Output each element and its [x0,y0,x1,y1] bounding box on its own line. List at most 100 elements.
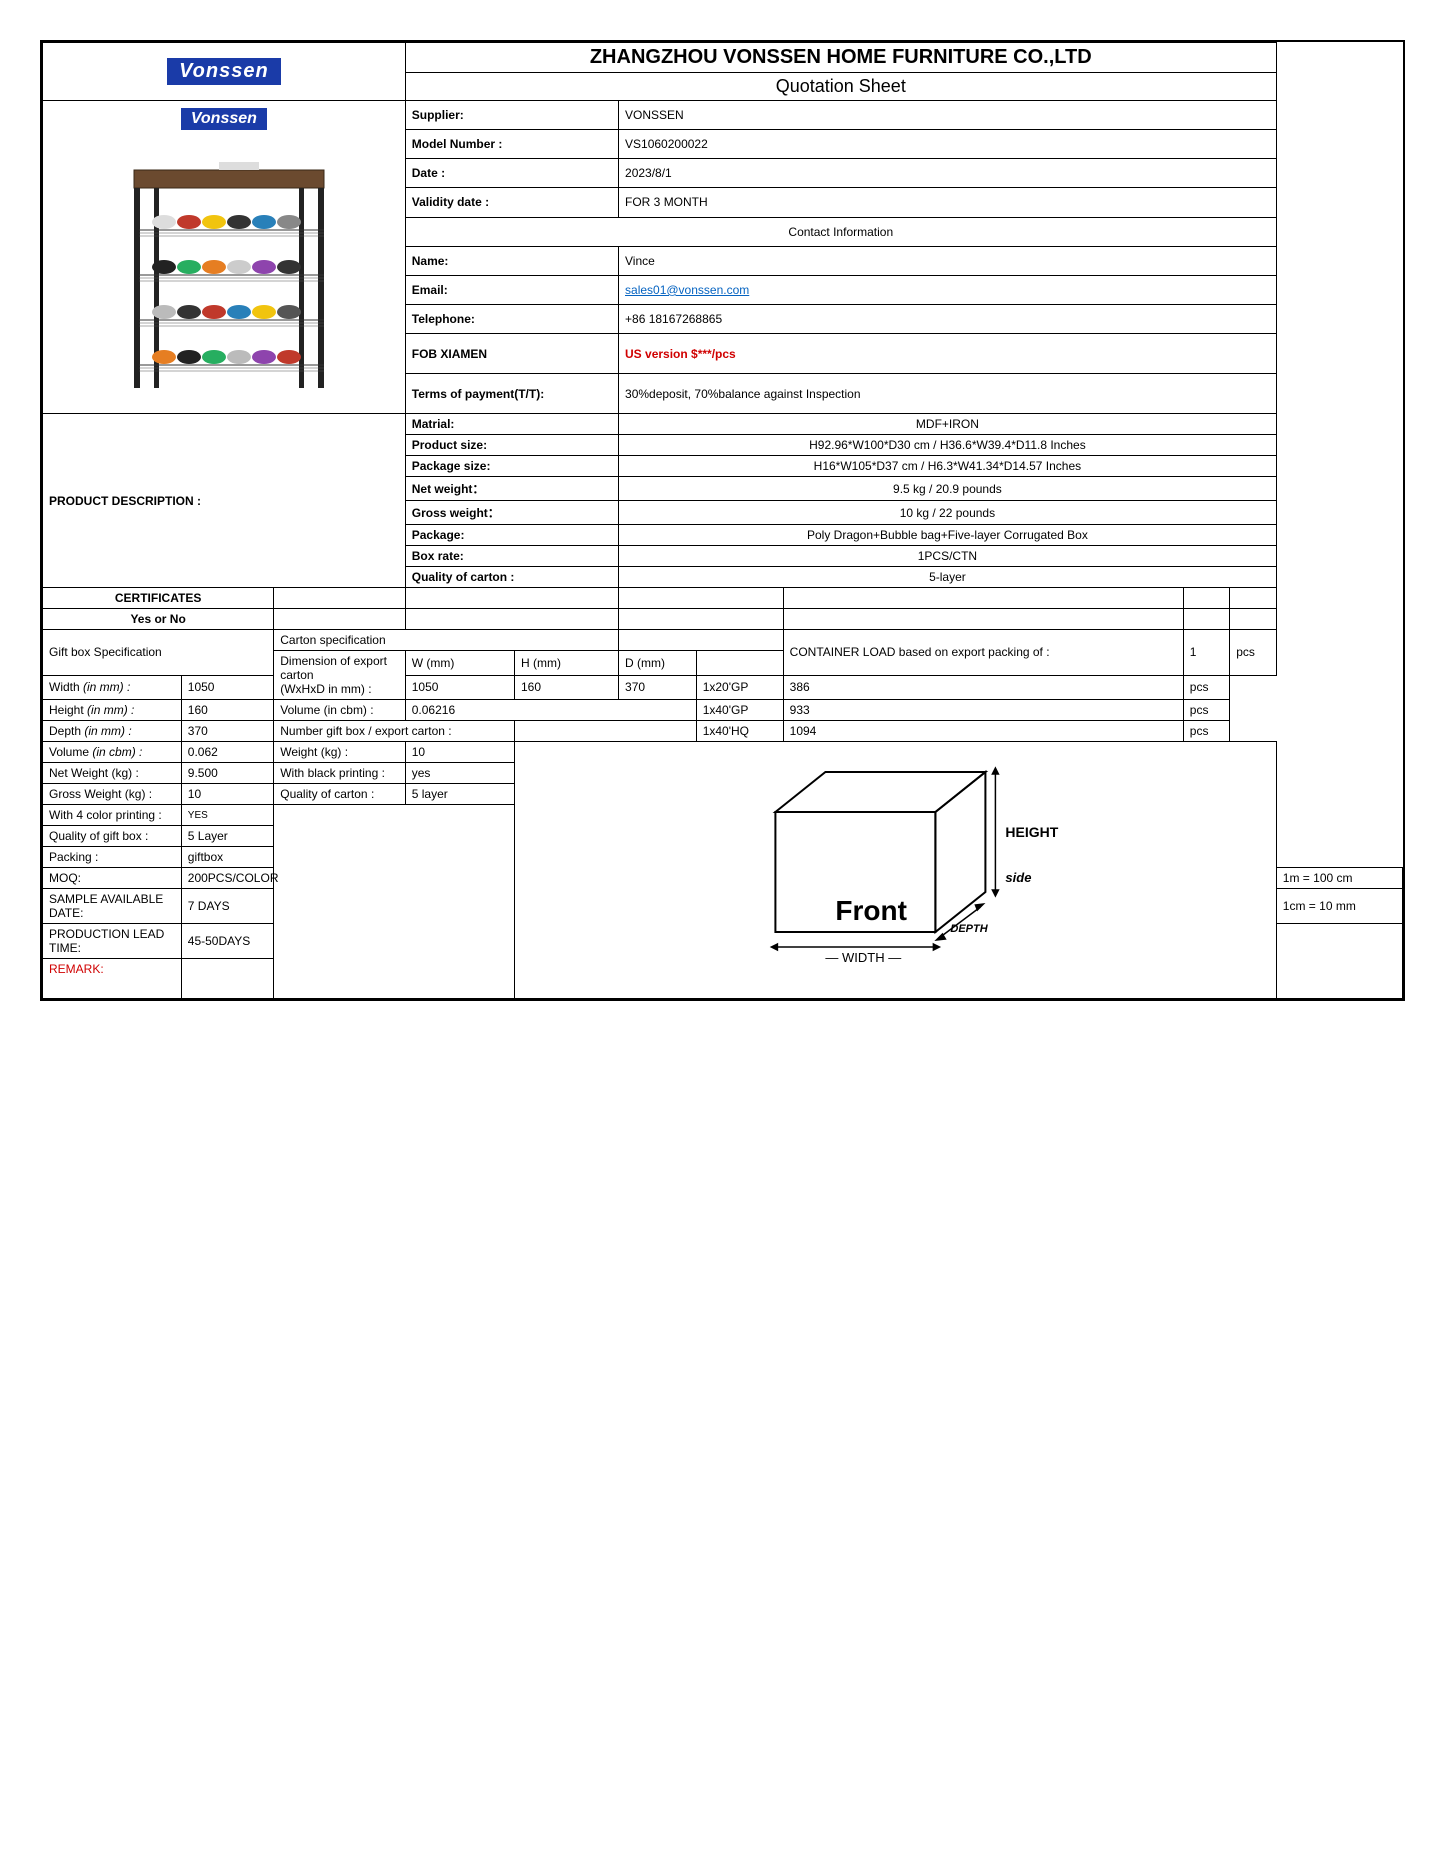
c40: 1x40'GP [696,700,783,721]
grossw-value: 10 kg / 22 pounds [619,501,1277,525]
email-link[interactable]: sales01@vonssen.com [625,283,749,297]
company-name: ZHANGZHOU VONSSEN HOME FURNITURE CO.,LTD [405,43,1276,73]
model-value: VS1060200022 [619,130,1277,159]
fob-value: US version $***/pcs [619,334,1277,374]
blackprint-label: With black printing : [274,763,406,784]
lead-val: 45-50DAYS [181,924,405,959]
grossw2-val: 10 [181,784,273,805]
qgift-val: 5 Layer [181,826,273,847]
moq-label: MOQ: [43,868,182,889]
h-label: H (mm) [514,651,618,676]
yesno-label: Yes or No [43,609,274,630]
volume-val: 0.062 [181,742,273,763]
conv2: 1cm = 10 mm [1276,889,1402,924]
d-label: D (mm) [619,651,697,676]
d-val: 370 [619,675,697,700]
w-val: 1050 [405,675,514,700]
width-val: 1050 [181,675,273,700]
packing-label: Packing : [43,847,182,868]
diagram-depth: DEPTH [950,923,988,935]
qcarton2-val: 5 layer [405,784,514,805]
qcarton-value: 5-layer [619,567,1277,588]
terms-value: 30%deposit, 70%balance against Inspectio… [619,374,1277,414]
box-diagram: HEIGHT side Front — WIDTH — DEPTH [525,752,1266,972]
netw2-label: Net Weight (kg) : [43,763,182,784]
width-label: Width (in mm) : [49,680,130,694]
diagram-height: HEIGHT [1005,824,1058,840]
date-value: 2023/8/1 [619,159,1277,188]
weight-label: Weight (kg) : [274,742,406,763]
name-value: Vince [619,246,1277,275]
volume-label: Volume (in cbm) : [49,745,142,759]
subtitle: Quotation Sheet [405,73,1276,101]
email-label: Email: [405,275,618,304]
remark-label: REMARK: [43,959,182,999]
container-one: 1 [1183,630,1229,676]
phone-label: Telephone: [405,304,618,333]
phone-value: +86 18167268865 [619,304,1277,333]
height-val: 160 [181,700,273,721]
psize-label: Product size: [405,435,618,456]
grossw-label: Gross weight： [405,501,618,525]
logo: Vonssen [167,58,281,85]
diagram-width: — WIDTH — [825,950,901,965]
netw2-val: 9.500 [181,763,273,784]
supplier-label: Supplier: [405,101,618,130]
qgift-label: Quality of gift box : [43,826,182,847]
conv1: 1m = 100 cm [1276,868,1402,889]
diagram-front: Front [835,895,907,926]
psize-value: H92.96*W100*D30 cm / H36.6*W39.4*D11.8 I… [619,435,1277,456]
c40hq: 1x40'HQ [696,721,783,742]
desc-section-label: PRODUCT DESCRIPTION : [43,414,406,588]
height-label: Height (in mm) : [49,703,134,717]
c20: 1x20'GP [696,675,783,700]
volcbm-label: Volume (in cbm) : [274,700,406,721]
cert-label: CERTIFICATES [43,588,274,609]
carton-spec: Carton specification [274,630,619,651]
c40-val: 933 [783,700,1183,721]
volcbm-val: 0.06216 [405,700,696,721]
boxrate-label: Box rate: [405,546,618,567]
validity-value: FOR 3 MONTH [619,188,1277,217]
qcarton2-label: Quality of carton : [274,784,406,805]
pkgsize-value: H16*W105*D37 cm / H6.3*W41.34*D14.57 Inc… [619,456,1277,477]
contact-header: Contact Information [405,217,1276,246]
terms-label: Terms of payment(T/T): [405,374,618,414]
w-label: W (mm) [405,651,514,676]
pkg-label: Package: [405,525,618,546]
numgift-label: Number gift box / export carton : [274,721,515,742]
fob-label: FOB XIAMEN [405,334,618,374]
validity-label: Validity date : [405,188,618,217]
colorprint-val: YES [181,805,273,826]
packing-val: giftbox [181,847,273,868]
pcs-1: pcs [1230,630,1277,676]
c40hq-val: 1094 [783,721,1183,742]
pcs-2: pcs [1183,675,1229,700]
pcs-4: pcs [1183,721,1229,742]
depth-val: 370 [181,721,273,742]
netw-value: 9.5 kg / 20.9 pounds [619,477,1277,501]
sample-label: SAMPLE AVAILABLE DATE: [43,889,182,924]
dim-export-label: Dimension of export carton (WxHxD in mm)… [274,651,406,700]
name-label: Name: [405,246,618,275]
lead-label: PRODUCTION LEAD TIME: [43,924,182,959]
date-label: Date : [405,159,618,188]
model-label: Model Number : [405,130,618,159]
qcarton-label: Quality of carton : [405,567,618,588]
pkg-value: Poly Dragon+Bubble bag+Five-layer Corrug… [619,525,1277,546]
material-label: Matrial: [405,414,618,435]
h-val: 160 [514,675,618,700]
weight-val: 10 [405,742,514,763]
pcs-3: pcs [1183,700,1229,721]
material-value: MDF+IRON [619,414,1277,435]
pkgsize-label: Package size: [405,456,618,477]
container-label: CONTAINER LOAD based on export packing o… [783,630,1183,676]
giftbox-label: Gift box Specification [43,630,274,676]
moq-val: 200PCS/COLOR [181,868,405,889]
netw-label: Net weight： [405,477,618,501]
depth-label: Depth (in mm) : [49,724,132,738]
diagram-side: side [1005,870,1031,885]
supplier-value: VONSSEN [619,101,1277,130]
colorprint-label: With 4 color printing : [43,805,182,826]
boxrate-value: 1PCS/CTN [619,546,1277,567]
